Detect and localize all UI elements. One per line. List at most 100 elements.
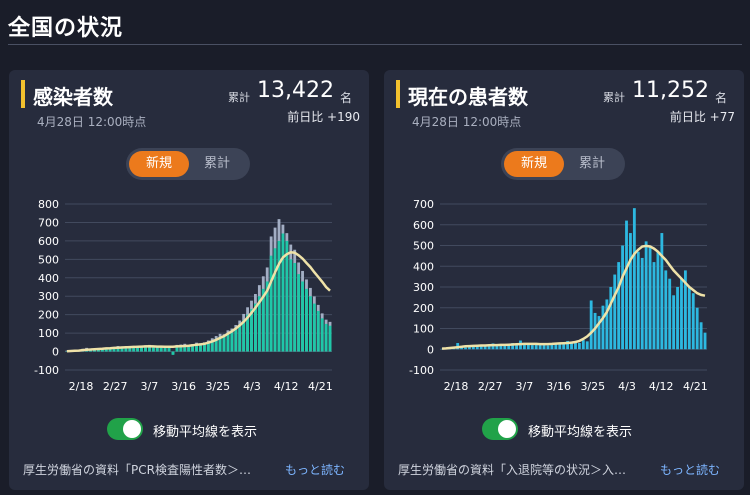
bar-new bbox=[250, 309, 253, 352]
bar-patients bbox=[625, 220, 628, 350]
bar-new bbox=[305, 288, 308, 352]
bar-new bbox=[100, 348, 104, 352]
bar-new bbox=[226, 333, 230, 352]
bar-new bbox=[285, 240, 289, 352]
bar-patients bbox=[699, 322, 703, 350]
bar-new bbox=[148, 346, 151, 352]
bar-patients bbox=[605, 299, 609, 350]
bar-new bbox=[210, 340, 214, 352]
bar-new bbox=[297, 274, 301, 352]
current-patients-card: 現在の患者数 4月28日 12:00時点 累計 11,252 名 前日比 +77… bbox=[384, 70, 744, 490]
y-tick-label: 400 bbox=[413, 260, 434, 273]
bar-patients bbox=[515, 343, 518, 350]
x-tick-label: 4/21 bbox=[308, 380, 333, 393]
bar-new bbox=[85, 350, 89, 352]
bar-patients bbox=[464, 347, 467, 350]
tab-new[interactable]: 新規 bbox=[129, 151, 189, 177]
bar-patients bbox=[530, 345, 534, 350]
total-unit: 名 bbox=[340, 91, 353, 105]
bar-patients bbox=[538, 344, 542, 350]
bar-patients bbox=[589, 300, 593, 350]
bar-patients bbox=[460, 347, 464, 350]
moving-average-toggle[interactable] bbox=[107, 418, 143, 440]
patients-bar-chart: -100 0 100 200 300 400 500 600 700 2/18 2/27 3/7 3/1… bbox=[409, 198, 708, 393]
bar-patients bbox=[574, 342, 577, 350]
total-unit: 名 bbox=[715, 91, 728, 105]
bar-patients bbox=[621, 245, 624, 350]
bar-patients bbox=[632, 208, 636, 350]
bar-patients bbox=[558, 343, 562, 350]
bar-patients bbox=[475, 345, 479, 350]
bar-new bbox=[257, 296, 261, 352]
bar-new bbox=[269, 255, 273, 352]
y-tick-label: 700 bbox=[38, 216, 59, 229]
x-tick-label: 3/25 bbox=[205, 380, 230, 393]
bar-patients bbox=[695, 307, 699, 350]
x-tick-label: 3/25 bbox=[580, 380, 605, 393]
card-date: 4月28日 12:00時点 bbox=[37, 115, 147, 129]
y-tick-label: 0 bbox=[427, 343, 434, 356]
bar-patients bbox=[534, 343, 538, 350]
bar-patients bbox=[668, 278, 672, 350]
source-text: 厚生労働省の資料「PCR検査陽性者数＞… bbox=[23, 463, 251, 477]
x-tick-label: 4/12 bbox=[649, 380, 674, 393]
read-more-link[interactable]: もっと読む bbox=[285, 463, 346, 477]
y-tick-label: 100 bbox=[413, 323, 434, 336]
bar-new bbox=[281, 233, 285, 352]
y-tick-label: 400 bbox=[38, 272, 59, 285]
bar-new bbox=[273, 248, 277, 352]
bar-new bbox=[308, 296, 312, 352]
bar-new bbox=[277, 240, 281, 352]
bar-patients bbox=[601, 305, 605, 350]
x-tick-label: 3/7 bbox=[141, 380, 159, 393]
bar-patients bbox=[479, 345, 483, 350]
bar-new bbox=[289, 259, 293, 352]
tab-new[interactable]: 新規 bbox=[504, 151, 564, 177]
bar-new bbox=[124, 347, 128, 352]
tab-cumulative[interactable]: 累計 bbox=[203, 156, 230, 171]
y-tick-label: -100 bbox=[409, 364, 434, 377]
x-tick-label: 2/18 bbox=[444, 380, 469, 393]
bar-new bbox=[104, 348, 108, 352]
bar-patients bbox=[503, 344, 507, 350]
infections-bar-chart: -100 0 100 200 300 400 500 600 700 800 2/18 2/27 3/7… bbox=[34, 198, 333, 393]
bar-new bbox=[128, 348, 132, 352]
bar-new bbox=[328, 325, 332, 352]
bar-new bbox=[222, 337, 226, 352]
diff-value: +77 bbox=[709, 110, 735, 124]
bar-new bbox=[183, 345, 187, 352]
toggle-knob bbox=[123, 420, 141, 438]
bar-new bbox=[265, 281, 269, 352]
bar-new bbox=[93, 349, 96, 352]
bar-new bbox=[242, 320, 246, 352]
bar-patients bbox=[546, 345, 550, 350]
bar-patients bbox=[577, 343, 581, 350]
bar-patients bbox=[680, 278, 683, 350]
moving-average-toggle[interactable] bbox=[482, 418, 518, 440]
x-tick-label: 4/12 bbox=[274, 380, 299, 393]
bar-patients bbox=[468, 346, 471, 350]
bar-total bbox=[65, 350, 69, 352]
bar-patients bbox=[507, 344, 511, 350]
bar-new bbox=[238, 325, 242, 352]
bar-patients bbox=[511, 343, 515, 350]
bar-new bbox=[206, 342, 210, 352]
bar-new bbox=[301, 281, 304, 352]
card-title-accent bbox=[396, 80, 400, 108]
bar-patients bbox=[523, 343, 526, 350]
tab-cumulative[interactable]: 累計 bbox=[578, 156, 605, 171]
bar-new bbox=[316, 310, 320, 352]
bar-new bbox=[120, 347, 124, 352]
bar-patients bbox=[652, 262, 656, 350]
y-tick-label: 700 bbox=[413, 198, 434, 211]
bar-new bbox=[112, 347, 116, 352]
read-more-link[interactable]: もっと読む bbox=[660, 463, 721, 477]
diff-value: +190 bbox=[327, 110, 360, 124]
bar-new bbox=[171, 351, 175, 355]
total-label: 累計 bbox=[228, 91, 250, 104]
bar-patients bbox=[672, 295, 676, 350]
total-label: 累計 bbox=[603, 91, 625, 104]
y-tick-label: 500 bbox=[38, 253, 59, 266]
bar-patients bbox=[487, 344, 491, 350]
bar-patients bbox=[640, 257, 644, 350]
